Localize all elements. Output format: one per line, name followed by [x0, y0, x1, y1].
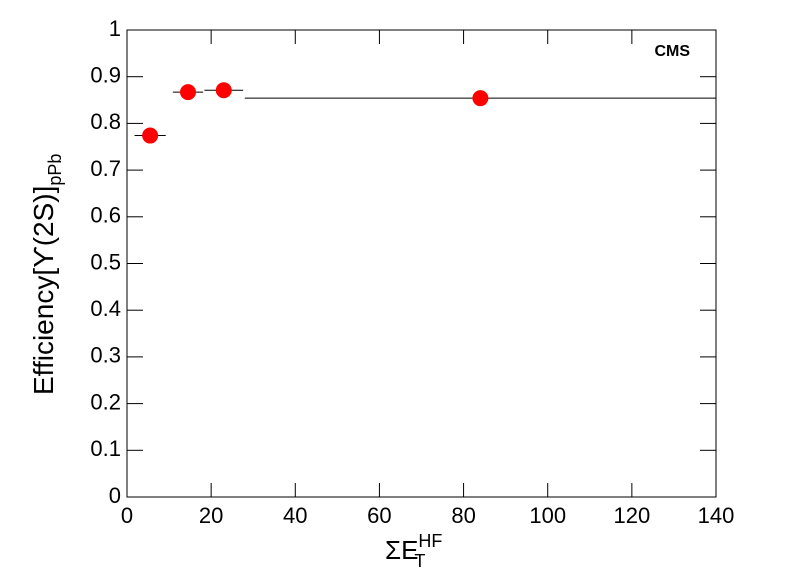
y-tick-label: 0.5 [90, 249, 121, 274]
y-tick-label: 1 [109, 16, 121, 41]
x-label-main: ΣE [385, 535, 418, 565]
data-point [180, 84, 197, 101]
data-point [472, 90, 489, 107]
y-tick-label: 0.1 [90, 436, 121, 461]
x-tick-label: 20 [199, 503, 223, 528]
x-tick-label: 120 [613, 503, 650, 528]
y-tick-label: 0.7 [90, 156, 121, 181]
y-label-sub: pPb [45, 154, 65, 186]
y-tick-label: 0.4 [90, 296, 121, 321]
x-tick-label: 0 [121, 503, 133, 528]
y-tick-label: 0.8 [90, 109, 121, 134]
x-axis-label: ΣEHF T [385, 531, 442, 571]
y-tick-label: 0.3 [90, 343, 121, 368]
y-label-main: Efficiency[ϒ(2S)] [28, 186, 59, 395]
x-tick-label: 100 [529, 503, 566, 528]
y-tick-label: 0.2 [90, 389, 121, 414]
x-label-sup: HF [418, 531, 442, 551]
x-tick-label: 140 [698, 503, 735, 528]
y-tick-label: 0 [109, 483, 121, 508]
x-tick-label: 40 [283, 503, 307, 528]
x-tick-label: 60 [367, 503, 391, 528]
data-point [142, 127, 159, 144]
x-tick-label: 80 [451, 503, 475, 528]
y-axis-label: Efficiency[ϒ(2S)]pPb [28, 154, 64, 395]
y-tick-label: 0.9 [90, 63, 121, 88]
data-point [215, 82, 232, 99]
x-label-sub: T [414, 551, 425, 571]
y-tick-label: 0.6 [90, 203, 121, 228]
annotation: CMS [654, 43, 690, 60]
plot-frame [126, 29, 717, 498]
